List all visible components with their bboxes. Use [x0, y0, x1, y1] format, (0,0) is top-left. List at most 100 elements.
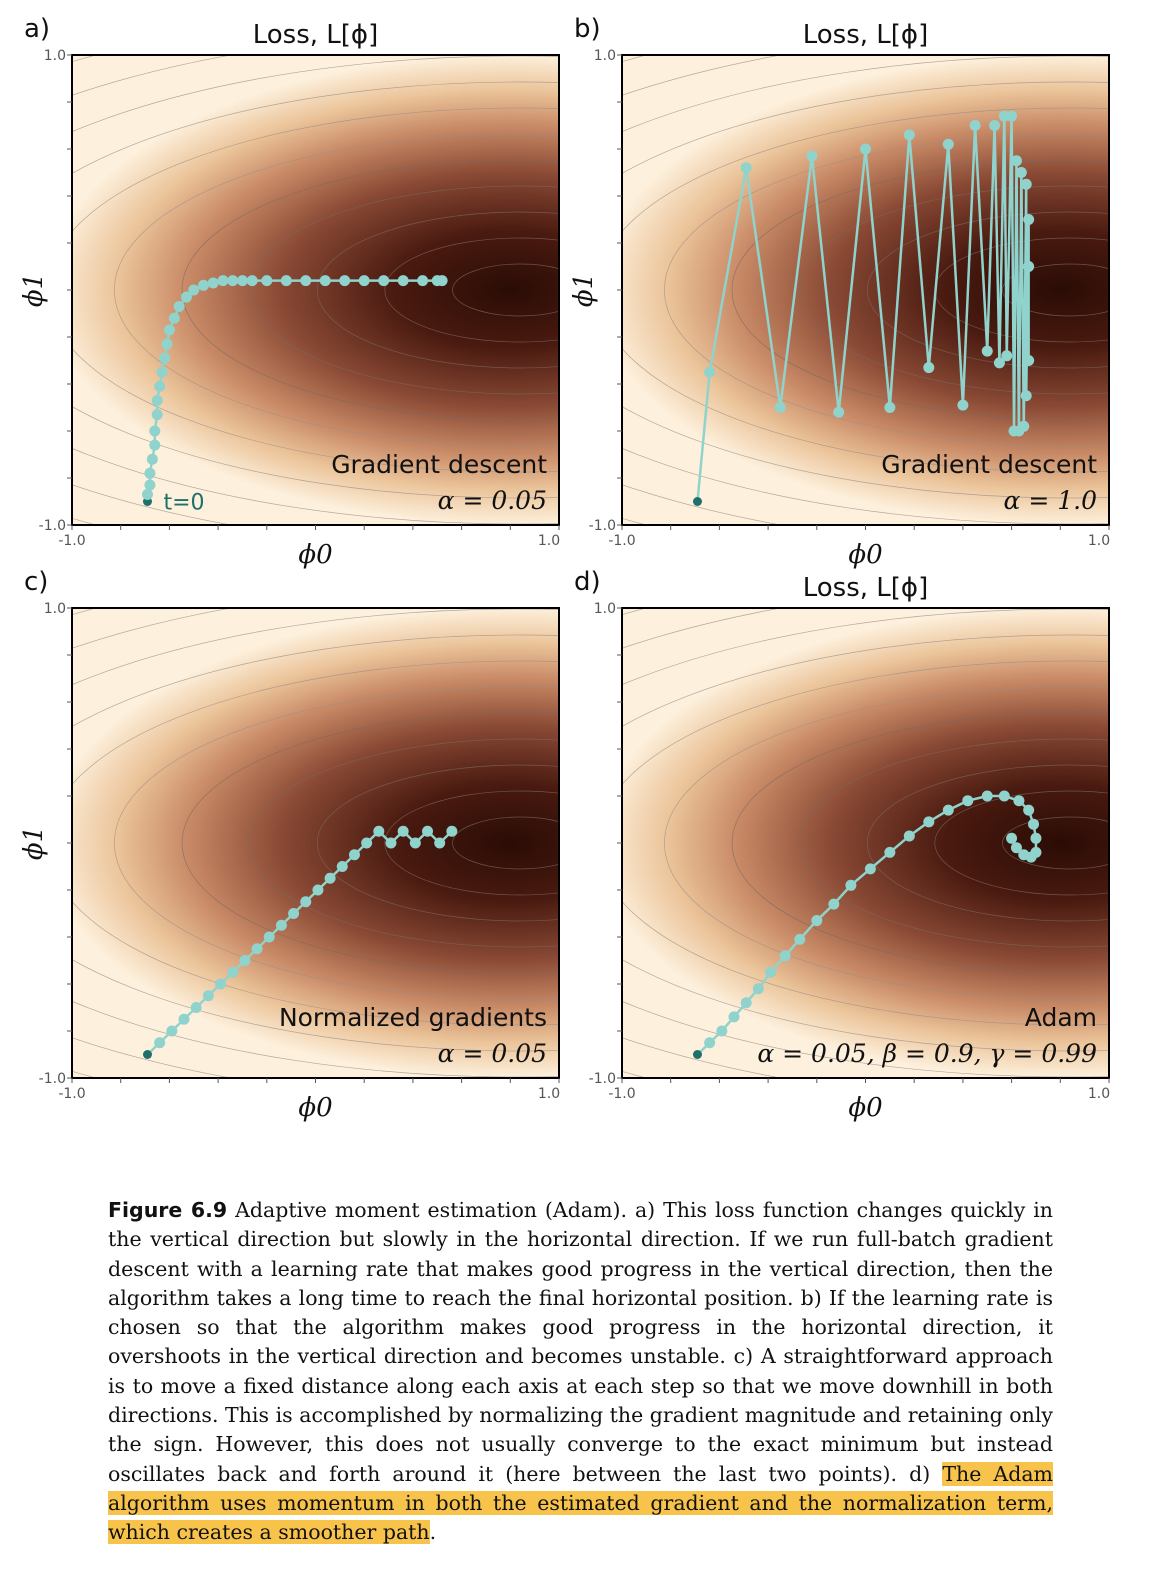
y-tick-label-min: -1.0 — [589, 1071, 616, 1087]
x-tick-label-min: -1.0 — [58, 533, 85, 549]
path-point — [962, 795, 974, 807]
chart-panel-3: -1.0 1.0 1.0 -1.0 c) ϕ0 ϕ1 Normalized gradients… — [19, 567, 560, 1123]
path-point — [348, 849, 360, 861]
x-axis-label: ϕ0 — [298, 1093, 332, 1123]
method-label: Gradient descent — [881, 450, 1097, 479]
path-point — [774, 402, 786, 413]
contour-line — [799, 185, 1109, 395]
x-tick-label-min: -1.0 — [58, 1086, 85, 1102]
method-label: Gradient descent — [331, 450, 547, 479]
path-point — [373, 825, 385, 837]
chart-title: Loss, L[ϕ] — [253, 20, 378, 50]
path-point — [144, 467, 156, 479]
panel-label: a) — [24, 14, 50, 44]
contour-line — [181, 159, 559, 421]
path-point — [794, 933, 806, 945]
path-point — [942, 804, 954, 816]
path-point — [358, 275, 370, 287]
contour-line — [622, 634, 1109, 1052]
path-point — [969, 120, 981, 131]
chart-title: Loss, L[ϕ] — [803, 20, 928, 50]
path-point — [149, 439, 161, 451]
path-point — [190, 1002, 202, 1013]
x-tick-label-max: 1.0 — [538, 533, 560, 549]
contour-line — [384, 790, 559, 896]
param-label: α = 0.05, β = 0.9, γ = 0.99 — [757, 1039, 1097, 1068]
path-point — [151, 409, 163, 421]
path-point — [168, 312, 180, 324]
path-point — [361, 837, 373, 849]
path-point — [312, 884, 324, 896]
path-point — [942, 138, 954, 150]
path-point — [146, 453, 158, 465]
panel-label: d) — [574, 567, 601, 597]
caption-end: . — [429, 1520, 437, 1545]
contour-line — [72, 81, 559, 499]
chart-panel-1: -1.0 1.0 1.0 -1.0 a) Loss, L[ϕ] ϕ0 ϕ1 Gradient d… — [19, 14, 560, 570]
path-point — [740, 997, 752, 1009]
y-tick-label-max: 1.0 — [594, 48, 616, 64]
y-axis-label: ϕ1 — [19, 826, 49, 860]
path-point — [397, 825, 409, 837]
param-label: α = 0.05 — [438, 1039, 547, 1068]
path-point — [860, 143, 871, 155]
start-label: t=0 — [163, 491, 204, 516]
x-tick-label-min: -1.0 — [608, 533, 635, 549]
path-point — [845, 879, 857, 891]
y-tick-label-min: -1.0 — [589, 518, 616, 534]
path-point — [779, 950, 791, 962]
path-point — [161, 338, 173, 350]
path-point — [1020, 178, 1032, 190]
path-point — [319, 275, 331, 287]
path-point — [981, 790, 993, 802]
path-point — [149, 425, 161, 437]
param-label: α = 0.05 — [438, 486, 547, 515]
path-point — [446, 825, 458, 837]
path-point — [1006, 832, 1018, 844]
contour-line — [452, 263, 559, 317]
path-point — [197, 279, 209, 291]
path-point — [422, 825, 434, 837]
x-axis-label: ϕ0 — [848, 540, 882, 570]
contour-line — [934, 790, 1109, 896]
path-point — [159, 352, 171, 364]
path-point — [378, 275, 390, 287]
contour-line — [72, 107, 559, 473]
path-point — [828, 898, 840, 910]
method-label: Normalized gradients — [279, 1003, 547, 1032]
contour-line — [622, 107, 1109, 473]
path-point — [811, 915, 823, 927]
contour-lines — [72, 55, 559, 525]
y-tick-label-min: -1.0 — [39, 518, 66, 534]
y-axis-label: ϕ1 — [569, 273, 599, 307]
panel-label: b) — [574, 14, 601, 44]
path-point — [981, 345, 993, 357]
path-point — [1030, 832, 1042, 844]
path-point — [998, 790, 1010, 802]
path-point — [385, 837, 397, 849]
contour-line — [866, 211, 1109, 369]
path-point — [154, 380, 166, 392]
chart-panel-2: -1.0 1.0 1.0 -1.0 b) Loss, L[ϕ] ϕ0 ϕ1 Gradient d… — [569, 14, 1110, 570]
contour-line — [731, 712, 1109, 974]
x-tick-label-max: 1.0 — [1088, 1086, 1110, 1102]
path-point — [716, 1025, 728, 1037]
panel-label: c) — [24, 567, 48, 597]
loss-heatmap — [72, 608, 559, 1078]
contour-line — [249, 185, 559, 395]
path-point — [884, 402, 896, 413]
path-point — [923, 816, 935, 828]
path-point — [1010, 842, 1022, 854]
path-point — [833, 406, 845, 418]
path-point — [1015, 167, 1027, 178]
path-point — [166, 1025, 178, 1037]
chart-title: Loss, L[ϕ] — [803, 573, 928, 603]
path-point — [989, 120, 1001, 131]
caption-label: Figure 6.9 — [108, 1198, 228, 1222]
contour-line — [316, 211, 559, 369]
y-tick-label-min: -1.0 — [39, 1071, 66, 1087]
path-point — [1023, 804, 1035, 816]
contour-line — [622, 81, 1109, 499]
path-point — [903, 129, 915, 141]
path-point — [1023, 214, 1035, 225]
